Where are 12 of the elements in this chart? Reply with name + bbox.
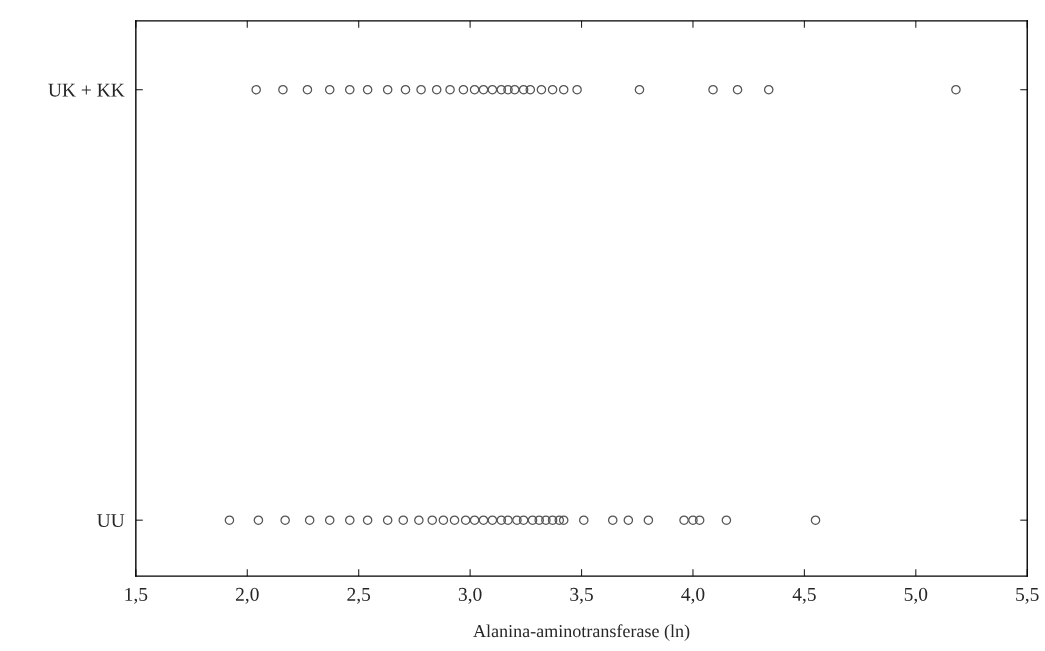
x-tick-label: 5,0 <box>904 587 928 604</box>
x-tick-label: 1,5 <box>125 587 148 604</box>
x-tick-label: 2,5 <box>347 587 371 604</box>
x-axis-title: Alanina-aminotransferase (ln) <box>473 624 690 641</box>
x-tick-label: 4,0 <box>681 587 705 604</box>
y-tick-label: UU <box>97 514 125 528</box>
x-tick-label: 4,5 <box>792 587 816 604</box>
x-tick-label: 3,0 <box>458 587 482 604</box>
y-tick-label: UK + KK <box>48 83 125 97</box>
x-tick-label: 3,5 <box>570 587 593 604</box>
x-tick-label: 5,5 <box>1016 588 1039 604</box>
x-tick-label: 2,0 <box>235 587 259 604</box>
